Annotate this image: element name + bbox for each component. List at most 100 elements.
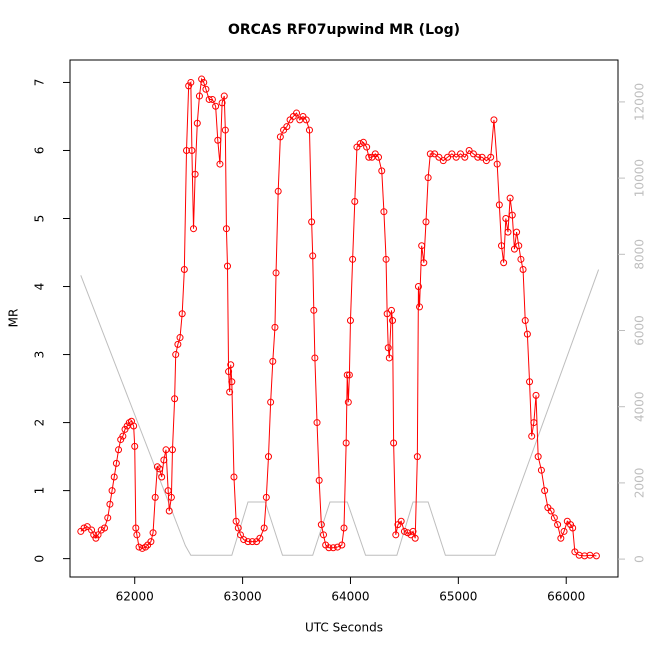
data-point [575,551,583,559]
data-point [389,317,397,325]
data-point [106,500,114,508]
data-point [383,310,391,318]
data-point [230,473,238,481]
data-point [232,517,240,525]
data-point [226,388,234,396]
chart-title: ORCAS RF07upwind MR (Log) [228,22,460,38]
data-point [234,524,242,532]
data-point [104,514,112,522]
data-point [164,487,172,495]
data-point [420,259,428,267]
data-point [444,153,452,161]
data-point [513,228,521,236]
data-point [523,330,531,338]
data-point [132,524,140,532]
data-point [571,548,579,556]
y-tick-label: 4 [33,283,47,291]
data-point [345,371,353,379]
y-tick-label: 1 [33,487,47,495]
data-point [320,531,328,539]
y2-tick-label: 4000 [633,391,647,422]
data-point [193,119,201,127]
data-point [302,116,310,124]
data-point [592,552,600,560]
data-point [541,487,549,495]
data-point [225,368,233,376]
data-point [502,215,510,223]
data-point [180,266,188,274]
data-point [315,476,323,484]
data-point [172,351,180,359]
data-point [510,245,518,253]
data-point [521,317,529,325]
data-point [153,463,161,471]
data-point [208,95,216,103]
data-point [94,531,102,539]
data-point [550,514,558,522]
data-point [130,422,138,430]
data-point [222,225,230,233]
data-point [422,218,430,226]
data-point [220,92,228,100]
data-point [452,153,460,161]
y-tick-label: 0 [33,555,47,563]
data-point [264,453,272,461]
data-point [365,153,373,161]
data-point [482,157,490,165]
data-point [256,534,264,542]
data-point [195,92,203,100]
data-point [244,538,252,546]
data-point [198,75,206,83]
data-point [223,262,231,270]
data-point [493,160,501,168]
data-point [110,473,118,481]
data-point [400,527,408,535]
y2-tick-label: 12000 [633,83,647,121]
data-point [414,283,422,291]
data-point [311,354,319,362]
data-point [228,378,236,386]
data-point [90,531,98,539]
data-point [349,255,357,263]
data-point [380,208,388,216]
data-point [117,436,125,444]
data-point [317,521,325,529]
plot-frame [69,59,619,578]
data-point [147,538,155,546]
y-tick-label: 6 [33,147,47,155]
data-point [190,225,198,233]
data-point [435,153,443,161]
data-point [168,446,176,454]
data-point [149,529,157,537]
data-point [340,524,348,532]
x-tick-label: 65000 [439,590,477,604]
data-point [526,378,534,386]
data-point [227,361,235,369]
data-point [272,269,280,277]
data-point [515,242,523,250]
data-point [418,242,426,250]
data-point [240,536,248,544]
series-line [80,77,597,557]
data-point [375,153,383,161]
data-point [283,123,291,131]
data-point [178,310,186,318]
data-point [221,126,229,134]
data-point [83,523,91,531]
data-point [537,466,545,474]
x-axis-label: UTC Seconds [305,621,383,635]
data-point [200,78,208,86]
data-point [390,439,398,447]
data-point [325,544,333,552]
y2-tick-label: 0 [633,555,647,563]
data-point [160,456,168,464]
data-point [517,255,525,263]
data-point [519,266,527,274]
data-point [92,534,100,542]
data-point [363,143,371,151]
data-point [176,334,184,342]
data-point [461,153,469,161]
data-point [530,419,538,427]
data-point [191,170,199,178]
data-point [101,524,109,532]
